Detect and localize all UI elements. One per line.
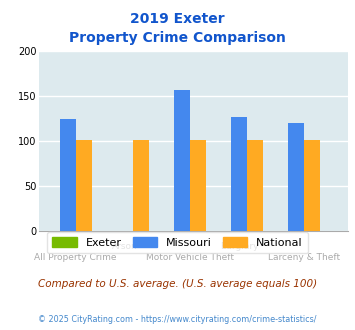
Bar (247, 140, 263, 231)
Bar (190, 140, 206, 231)
Bar (60, 118, 76, 231)
Text: Arson: Arson (112, 242, 138, 251)
Text: 2019 Exeter: 2019 Exeter (130, 12, 225, 25)
Text: Compared to U.S. average. (U.S. average equals 100): Compared to U.S. average. (U.S. average … (38, 279, 317, 289)
Bar (305, 140, 321, 231)
Text: Burglary: Burglary (220, 242, 258, 251)
Bar (231, 117, 247, 231)
Bar (133, 140, 149, 231)
Bar (288, 123, 305, 231)
Text: Motor Vehicle Theft: Motor Vehicle Theft (146, 252, 234, 262)
Text: © 2025 CityRating.com - https://www.cityrating.com/crime-statistics/: © 2025 CityRating.com - https://www.city… (38, 315, 317, 324)
Legend: Exeter, Missouri, National: Exeter, Missouri, National (47, 232, 308, 253)
Bar (174, 90, 190, 231)
Text: Property Crime Comparison: Property Crime Comparison (69, 31, 286, 45)
Text: All Property Crime: All Property Crime (34, 252, 117, 262)
Bar (76, 140, 92, 231)
Text: Larceny & Theft: Larceny & Theft (268, 252, 340, 262)
